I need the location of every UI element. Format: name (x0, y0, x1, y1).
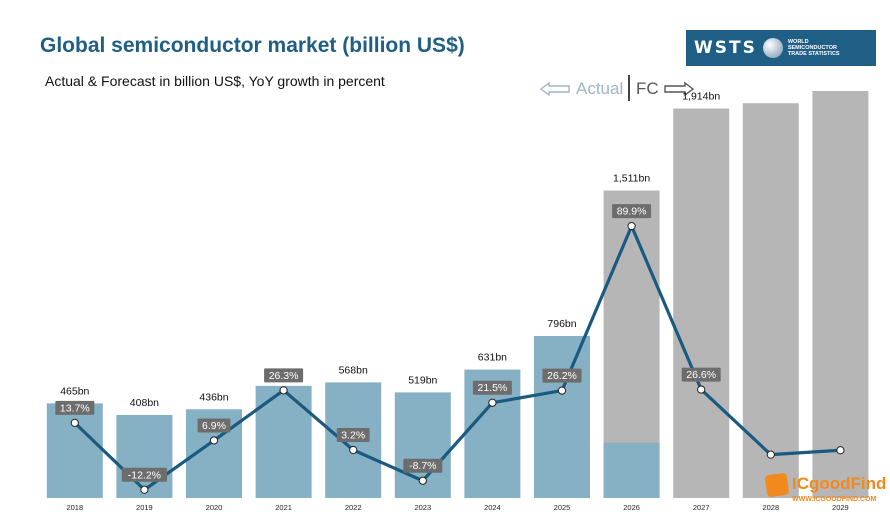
growth-label-box-2023 (403, 458, 443, 473)
icgoodfind-watermark: ICgoodFind WWW.ICGOODFIND.COM (764, 472, 887, 512)
bar-value-label-2026: 1,511bn (613, 173, 650, 185)
growth-label-2021: 26.3% (269, 370, 299, 382)
growth-point-2021 (279, 386, 288, 395)
growth-label-2024: 21.5% (478, 382, 508, 394)
growth-label-box-2026 (612, 204, 652, 219)
growth-point-2022 (349, 445, 358, 455)
period-marker: Actual FC (540, 75, 700, 103)
growth-label-box-2019 (121, 467, 167, 482)
bar-value-label-2020: 436bn (199, 391, 228, 403)
chart-subtitle: Actual & Forecast in billion US$, YoY gr… (45, 73, 385, 89)
logo-line-1: WORLD (787, 39, 809, 45)
growth-label-2026: 89.9% (617, 206, 647, 218)
growth-label-2022: 3.2% (341, 429, 365, 441)
forecast-label: FC (636, 79, 659, 98)
x-tick-2024: 2024 (484, 503, 501, 512)
x-tick-2019: 2019 (136, 503, 153, 512)
chart-title: Global semiconductor market (billion US$… (40, 34, 465, 57)
bar-2018 (46, 403, 103, 498)
x-tick-2018: 2018 (66, 503, 83, 512)
bar-value-label-2022: 568bn (339, 364, 368, 376)
bar-2019 (116, 414, 173, 498)
globe-icon (762, 38, 783, 58)
growth-label-box-2024 (472, 380, 512, 395)
growth-label-2027: 26.6% (686, 369, 716, 381)
growth-point-2019 (140, 485, 149, 494)
growth-label-2020: 6.9% (202, 420, 226, 432)
x-tick-2022: 2022 (345, 503, 362, 512)
x-tick-2028: 2028 (762, 503, 779, 512)
bar-2025 (534, 336, 590, 498)
growth-point-2029 (836, 446, 845, 455)
logo-line-3: TRADE STATISTICS (787, 51, 840, 57)
logo-line-2: SEMICONDUCTOR (787, 45, 837, 51)
bar-forecast-2028 (742, 103, 799, 499)
growth-point-2027 (697, 385, 706, 394)
bar-value-label-2027: 1,914bn (682, 91, 720, 103)
bar-value-label-2019: 408bn (130, 397, 159, 409)
growth-line (73, 224, 841, 492)
wsts-logo-mark: WSTS (694, 38, 757, 58)
left-arrow-icon (540, 81, 570, 97)
icgoodfind-badge-icon (764, 472, 790, 498)
growth-label-box-2025 (542, 368, 582, 383)
growth-label-box-2020 (197, 418, 231, 433)
bar-value-label-2018: 465bn (60, 385, 89, 397)
growth-label-box-2021 (264, 368, 304, 383)
growth-point-2025 (557, 386, 567, 395)
growth-point-2018 (70, 418, 79, 427)
bar-value-label-2023: 519bn (408, 374, 437, 386)
bar-forecast-2027 (673, 108, 730, 498)
growth-point-2020 (209, 436, 219, 445)
bar-value-label-2025: 796bn (547, 318, 576, 330)
growth-point-2024 (488, 398, 497, 407)
bar-layer (46, 91, 869, 499)
x-tick-2020: 2020 (206, 503, 223, 512)
growth-label-2018: 13.7% (60, 402, 90, 414)
bar-forecast-2029 (812, 91, 869, 498)
x-tick-2026: 2026 (623, 503, 640, 512)
x-tick-2023: 2023 (414, 503, 431, 512)
x-tick-2021: 2021 (275, 503, 292, 512)
bar-value-label-2024: 631bn (478, 352, 507, 364)
right-arrow-icon (664, 81, 694, 97)
growth-point-2026 (627, 221, 636, 231)
x-tick-2027: 2027 (693, 503, 710, 512)
growth-point-2023 (418, 476, 427, 485)
x-tick-2025: 2025 (554, 503, 571, 512)
growth-label-box-2018 (55, 400, 95, 415)
growth-label-box-2022 (336, 427, 370, 442)
growth-label-2025: 26.2% (547, 370, 577, 382)
period-divider (628, 75, 630, 101)
x-axis-ticks: 2018 2019 2020 2021 2022 2023 2024 2025 2026 2027… (66, 503, 848, 512)
wsts-logo: WSTS WORLD SEMICONDUCTOR TRADE STATISTIC… (686, 30, 876, 66)
watermark-name: ICgoodFind (792, 474, 887, 493)
wsts-logo-text: WORLD SEMICONDUCTOR TRADE STATISTICS (788, 39, 840, 57)
bar-actual-part-2026 (603, 442, 660, 498)
x-tick-2029: 2029 (832, 503, 849, 512)
growth-label-2019: -12.2% (128, 469, 161, 481)
growth-point-2028 (766, 450, 775, 459)
growth-line-layer: 13.7% -12.2% 6.9% 26.3% 3.2% -8.7% 21.5% 26.2% 8… (55, 204, 845, 494)
actual-label: Actual (576, 79, 624, 98)
growth-label-box-2027 (681, 367, 721, 382)
watermark-url: WWW.ICGOODFIND.COM (792, 496, 877, 503)
growth-label-2023: -8.7% (409, 460, 436, 472)
